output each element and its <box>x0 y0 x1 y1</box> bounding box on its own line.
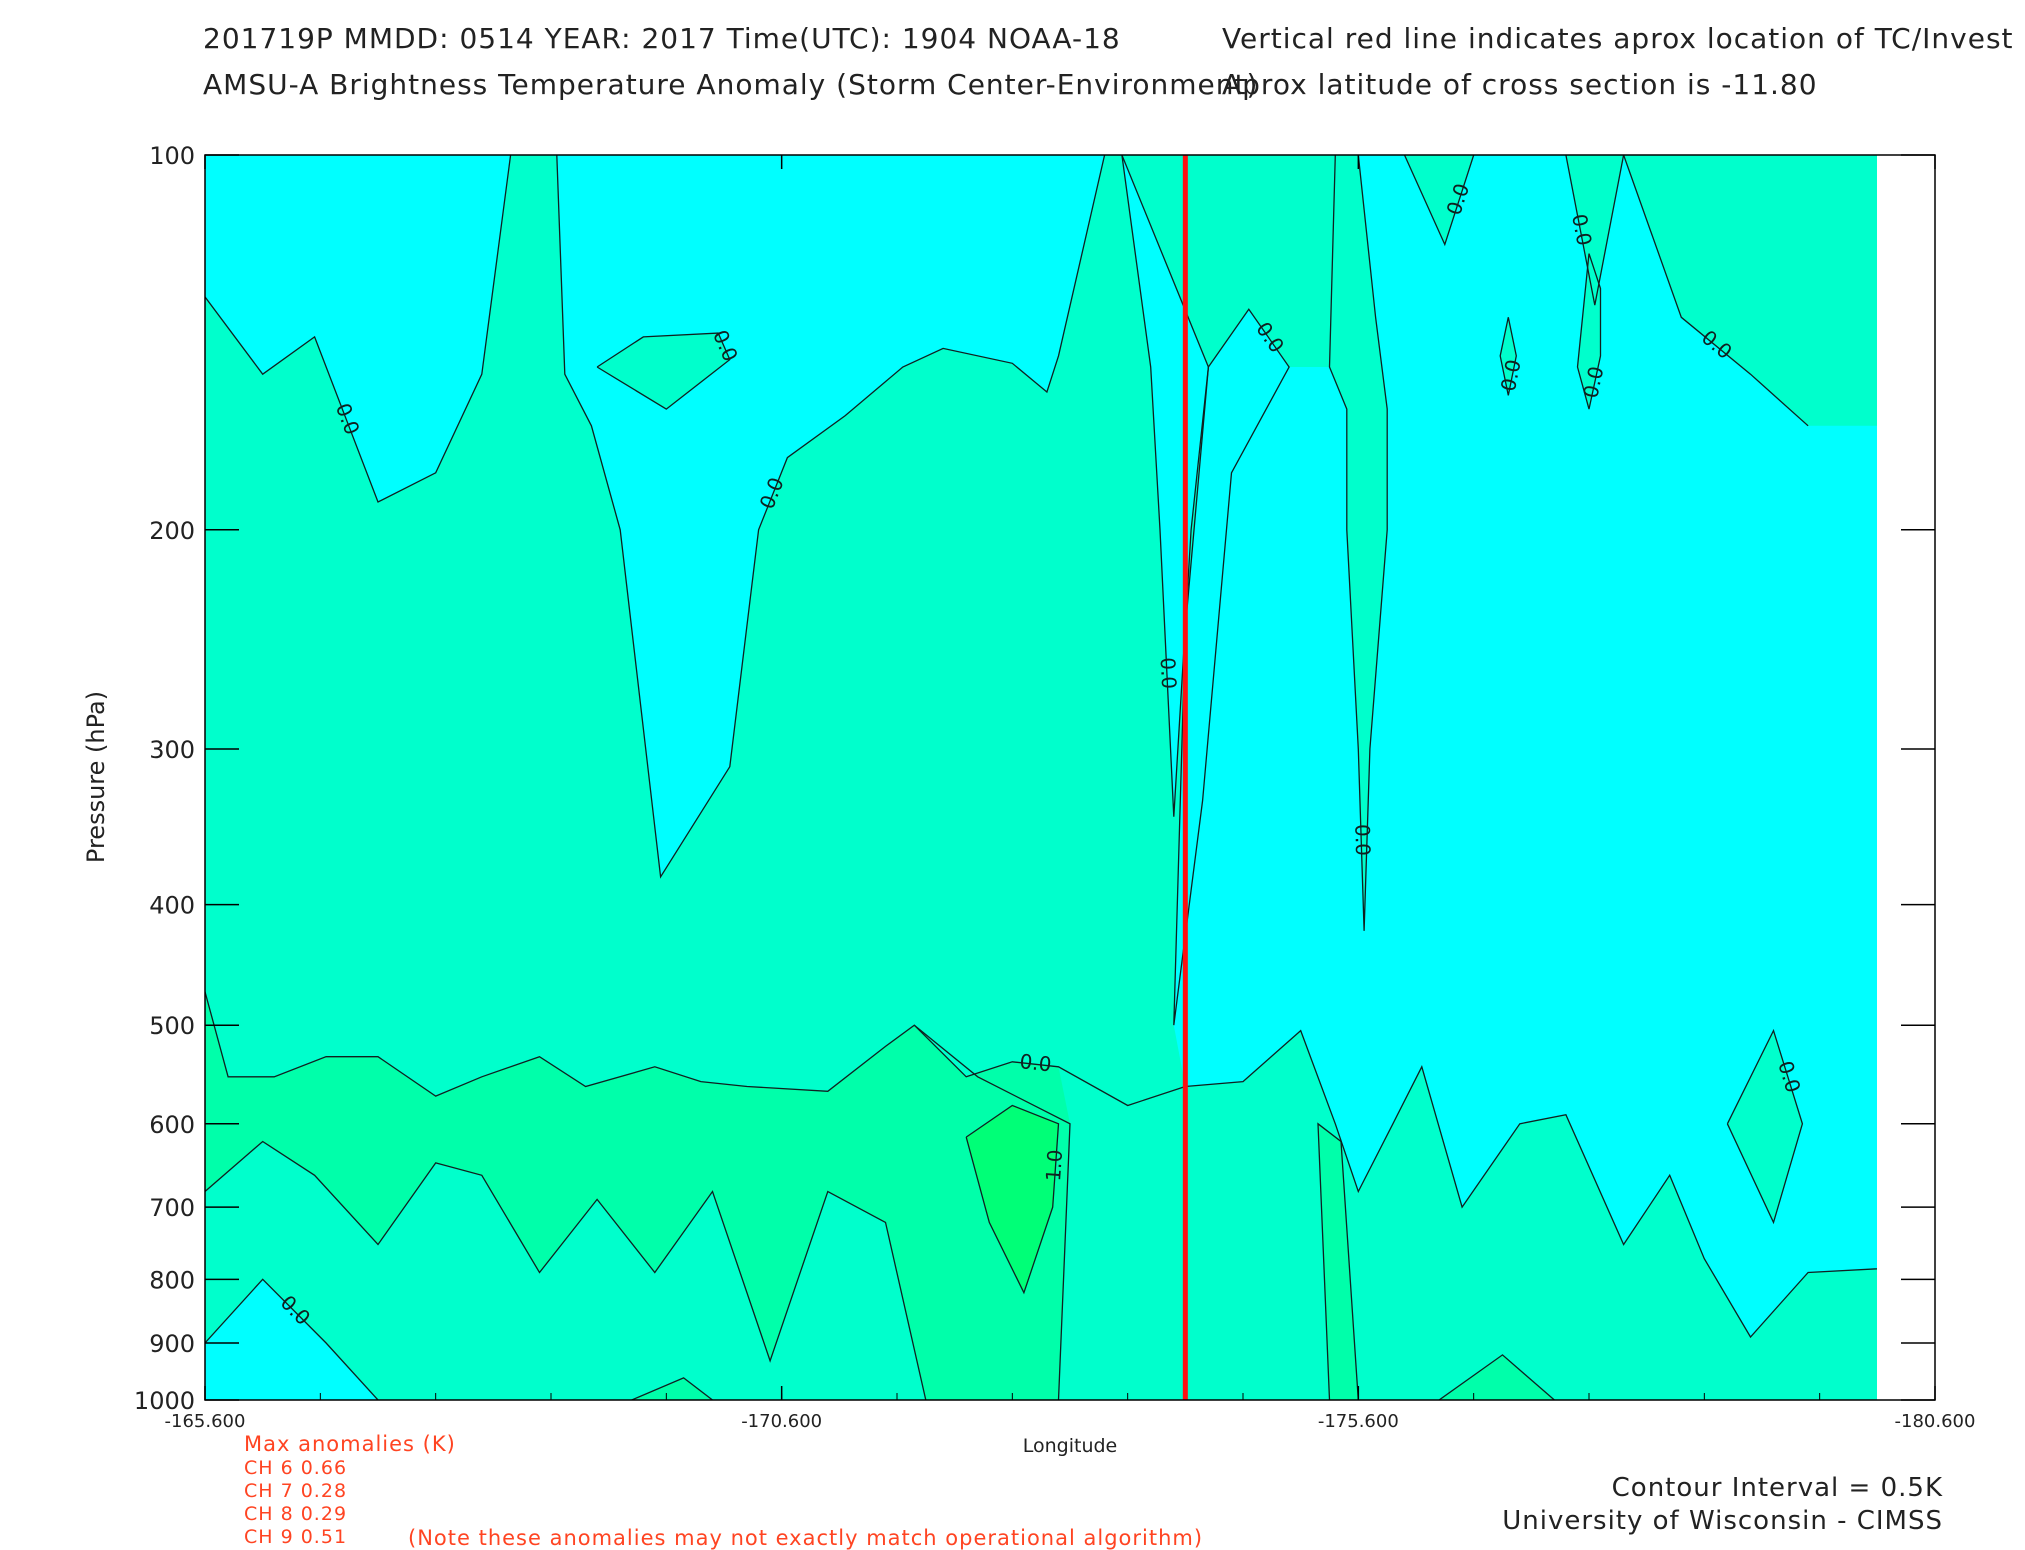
contour-line <box>556 155 1106 879</box>
contour-line <box>1317 1122 1359 1400</box>
y-tick-label: 100 <box>149 142 195 170</box>
y-tick-label: 700 <box>149 1194 195 1222</box>
positive-region <box>1404 155 1474 245</box>
positive-region <box>1577 253 1601 410</box>
plot-area <box>205 155 1877 1400</box>
anomaly-ch8: CH 8 0.29 <box>244 1503 348 1525</box>
y-tick-label: 200 <box>149 517 195 545</box>
y-tick-label: 600 <box>149 1111 195 1139</box>
contour-line <box>1565 155 1625 306</box>
contour-line <box>1622 155 1809 427</box>
y-tick-label: 900 <box>149 1330 195 1358</box>
negative-region <box>205 155 511 502</box>
contour-lines <box>205 155 1877 1400</box>
contour-line <box>1173 308 1290 1026</box>
x-tick-label: -170.600 <box>741 1411 822 1432</box>
x-axis-label: Longitude <box>1023 1435 1118 1457</box>
half-region <box>205 991 1070 1400</box>
header-line-3: Vertical red line indicates aprox locati… <box>1222 22 2014 55</box>
positive-region <box>1727 1030 1803 1223</box>
anomaly-note: (Note these anomalies may not exactly ma… <box>408 1526 1204 1550</box>
contour-line <box>1726 1028 1804 1225</box>
header-line-2: AMSU-A Brightness Temperature Anomaly (S… <box>203 68 1259 101</box>
contour-line <box>1328 155 1388 931</box>
contour-line <box>205 991 1877 1339</box>
contour-label: 1.0 <box>1041 1149 1067 1182</box>
anomaly-ch9: CH 9 0.51 <box>244 1526 348 1548</box>
contour-label: 0.0 <box>1350 824 1375 857</box>
plot-frame <box>204 154 1936 1401</box>
contour-line <box>205 1278 379 1400</box>
positive-region <box>1329 155 1388 931</box>
x-tick-label: -165.600 <box>165 1411 246 1432</box>
one-region <box>966 1105 1059 1293</box>
credit: University of Wisconsin - CIMSS <box>1502 1506 1943 1536</box>
contour-label: 0.0 <box>1018 1049 1052 1076</box>
header-line-1: 201719P MMDD: 0514 YEAR: 2017 Time(UTC):… <box>203 22 1121 55</box>
anomaly-ch6: CH 6 0.66 <box>244 1457 348 1479</box>
x-axis: -165.600 -170.600 -175.600 -180.600 <box>165 155 1976 1432</box>
contour-line <box>596 332 731 410</box>
negative-region <box>205 1279 378 1400</box>
header-line-4: Aprox latitude of cross section is -11.8… <box>1222 68 1818 101</box>
positive-region <box>1623 155 1877 426</box>
anomaly-ch7: CH 7 0.28 <box>244 1480 348 1502</box>
contour-line <box>1438 1354 1555 1400</box>
positive-region <box>597 333 730 410</box>
contour-label: 0.0 <box>1156 657 1182 690</box>
x-tick-label: -180.600 <box>1895 1411 1976 1432</box>
contour-line <box>205 1140 927 1400</box>
y-tick-label: 400 <box>149 892 195 920</box>
contour-line <box>1576 253 1602 410</box>
contour-interval: Contour Interval = 0.5K <box>1611 1473 1943 1503</box>
contour-line <box>1499 317 1517 396</box>
contour-line <box>205 155 512 503</box>
y-tick-label: 800 <box>149 1266 195 1294</box>
half-region <box>631 1377 713 1400</box>
positive-region <box>1565 155 1624 306</box>
x-tick-label: -175.600 <box>1318 1411 1399 1432</box>
contour-line <box>965 1104 1060 1295</box>
y-tick-label: 500 <box>149 1012 195 1040</box>
y-axis-label: Pressure (hPa) <box>82 691 110 863</box>
y-tick-label: 300 <box>149 736 195 764</box>
y-axis: 100 200 300 400 500 600 700 800 900 1000 <box>134 142 1935 1415</box>
contour-line <box>1403 155 1475 247</box>
half-region <box>1318 1123 1359 1400</box>
contour-line <box>631 1377 713 1400</box>
half-region <box>1439 1354 1555 1400</box>
contour-label: 0.0 <box>1567 212 1597 248</box>
y-tick-label: 1000 <box>134 1387 195 1415</box>
contour-line <box>913 1024 1071 1400</box>
max-anomalies-title: Max anomalies (K) <box>244 1432 456 1456</box>
